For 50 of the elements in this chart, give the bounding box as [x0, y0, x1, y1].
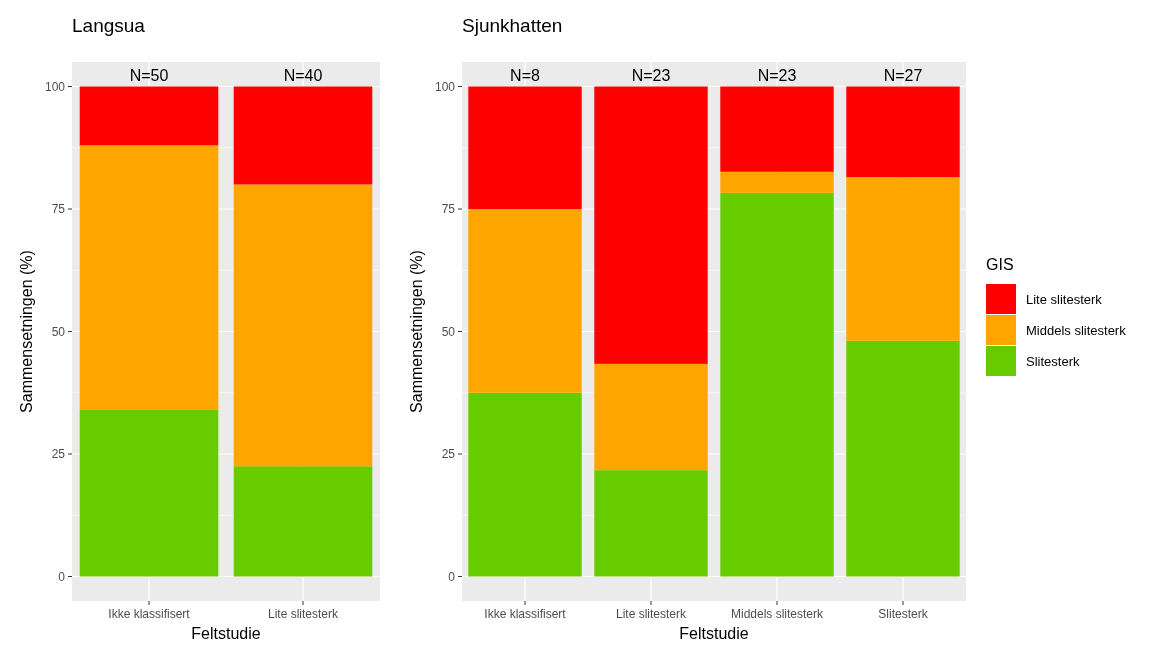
x-tick-label: Middels slitesterk [730, 607, 825, 621]
bar [846, 177, 960, 341]
x-tick-label: Lite slitesterk [267, 607, 340, 621]
y-axis-title: Sammensetningen (%) [18, 250, 35, 413]
bar [79, 86, 219, 146]
y-tick-label: 100 [44, 79, 66, 94]
bar [846, 86, 960, 178]
x-tick-label: Lite slitesterk [615, 607, 688, 621]
y-tick-label: 75 [51, 202, 66, 217]
x-axis-title: Feltstudie [679, 625, 749, 642]
y-tick-label: 50 [51, 324, 66, 339]
annotation: N=50 [129, 66, 169, 84]
bar [468, 209, 582, 393]
annotation: N=8 [510, 66, 540, 84]
y-tick-label: 75 [441, 202, 456, 217]
legend-label: Middels slitesterk [1026, 322, 1127, 338]
bar [720, 171, 834, 193]
legend-label: Lite slitesterk [1026, 291, 1103, 307]
annotation: N=23 [757, 66, 797, 84]
bar [846, 340, 960, 577]
chart-title: Sjunkhatten [462, 15, 563, 36]
bar [79, 145, 219, 410]
y-axis-title: Sammensetningen (%) [408, 250, 425, 413]
bar [233, 466, 373, 577]
bar [594, 86, 708, 364]
legend-label: Slitesterk [1026, 353, 1080, 369]
chart-title: Langsua [72, 15, 146, 36]
bar [233, 86, 373, 185]
y-tick-label: 25 [441, 447, 456, 462]
bar [468, 86, 582, 209]
x-tick-label: Slitesterk [878, 607, 929, 621]
y-tick-label: 0 [58, 569, 66, 584]
legend-title: GIS [986, 256, 1014, 273]
y-tick-label: 50 [441, 324, 456, 339]
annotation: N=23 [631, 66, 671, 84]
bar [233, 184, 373, 467]
bar [594, 363, 708, 471]
bar [720, 86, 834, 172]
bar [79, 409, 219, 577]
bar [468, 392, 582, 577]
bar [720, 192, 834, 577]
annotation: N=40 [283, 66, 323, 84]
x-tick-label: Ikke klassifisert [484, 607, 567, 621]
y-tick-label: 100 [434, 79, 456, 94]
y-tick-label: 0 [448, 569, 456, 584]
y-tick-label: 25 [51, 447, 66, 462]
annotation: N=27 [883, 66, 923, 84]
x-axis-title: Feltstudie [191, 625, 261, 642]
bar [594, 470, 708, 577]
x-tick-label: Ikke klassifisert [108, 607, 191, 621]
